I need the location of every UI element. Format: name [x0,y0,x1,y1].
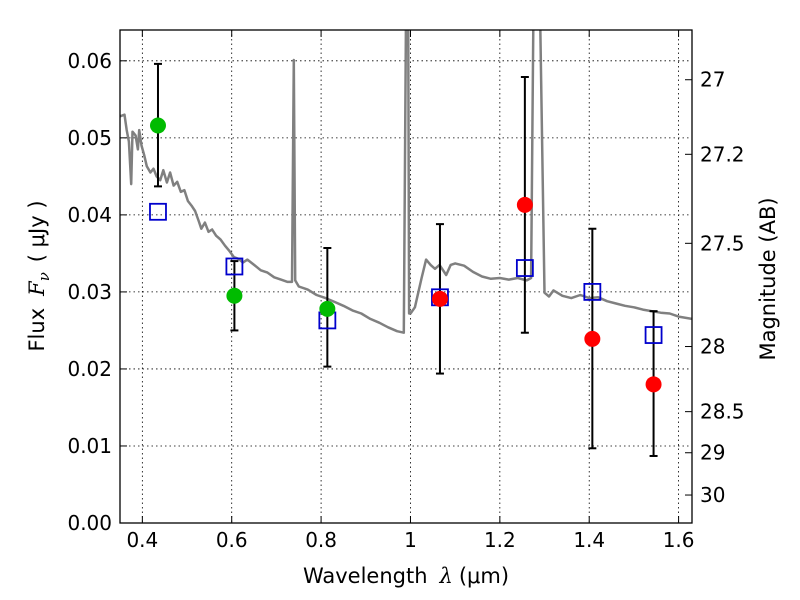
y-axis-title-prefix: Flux [25,308,49,352]
y-axis-symbol: F [25,280,49,297]
observed-flux-point [645,376,662,393]
y-tick-label: 0.00 [67,511,112,535]
y2-tick-label: 28 [700,335,725,359]
y2-tick-label: 27 [700,68,725,92]
observed-flux-point [149,117,166,134]
x-axis-symbol: λ [439,564,453,588]
observed-flux-point [226,287,243,304]
y-tick-label: 0.01 [67,434,112,458]
observed-flux-point [431,290,448,307]
y-axis-subscript: ν [35,272,53,281]
y2-tick-label: 29 [700,441,725,465]
y2-tick-label: 28.5 [700,400,745,424]
y2-tick-label: 30 [700,483,725,507]
ticks: 0.4 0.6 0.8 1 1.2 1.4 1.6 0.00 0.01 0.02 0.03 0.04 0… [67,30,745,552]
model-flux-square [149,202,167,221]
x-tick-label: 1.4 [573,528,605,552]
y-axis-title: Flux Fν ( μJy ) [25,200,53,351]
observed-flux-point [584,330,601,347]
y-tick-label: 0.04 [67,203,112,227]
observed-flux-point [516,196,533,213]
x-tick-label: 1.6 [663,528,695,552]
x-tick-label: 1 [404,528,417,552]
template-spectrum-line [120,30,692,334]
observed-flux-point [319,300,336,317]
y-tick-label: 0.02 [67,357,112,381]
x-axis-title-prefix: Wavelength [303,564,428,588]
x-tick-label: 1.2 [484,528,516,552]
model-flux-square [225,257,244,276]
x-tick-label: 0.6 [216,528,248,552]
grid [120,30,692,524]
model-flux-square [515,259,534,277]
y-tick-label: 0.06 [67,49,112,73]
x-tick-label: 0.4 [126,528,158,552]
y-axis-unit: ( μJy ) [25,200,49,262]
y2-tick-label: 27.5 [700,231,745,255]
y2-axis-title: Magnitude (AB) [756,197,780,360]
model-flux-square [583,283,602,301]
y-tick-label: 0.05 [67,126,112,150]
plot-area [120,30,692,457]
model-flux-square [644,326,663,344]
plot-frame [119,29,693,524]
x-tick-label: 0.8 [305,528,337,552]
y-tick-label: 0.03 [67,280,112,304]
x-axis-unit: (μm) [459,564,509,588]
y2-tick-label: 27.2 [700,142,745,166]
x-axis-title: Wavelength λ (μm) [303,564,509,588]
